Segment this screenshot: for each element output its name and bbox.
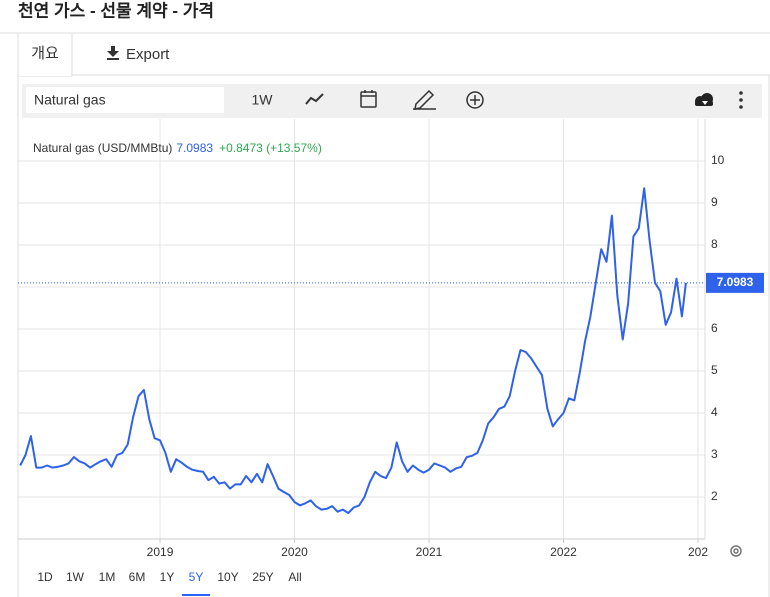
draw-icon[interactable] [413,89,436,110]
legend-name: Natural gas (USD/MMBtu) [33,141,172,155]
plot: 234567891020192020202120222027.0983Natur… [18,119,764,559]
y-tick-label: 3 [711,447,718,461]
legend-value: 7.0983 [176,141,213,155]
chart-type-icon[interactable] [305,93,324,105]
symbol[interactable]: Natural gas [34,92,106,108]
y-tick-label: 10 [711,153,725,167]
page-title: 천연 가스 - 선물 계약 - 가격 [18,0,214,20]
y-tick-label: 5 [711,363,718,377]
cloud-icon[interactable] [695,93,713,106]
series-line [19,187,687,514]
y-tick-label: 8 [711,237,718,251]
x-tick-label: 2021 [416,545,443,559]
tab[interactable]: 개요 [31,45,59,62]
range-button[interactable]: 1W [66,570,85,584]
download-icon [107,46,119,60]
y-tick-label: 6 [711,321,718,335]
legend: Natural gas (USD/MMBtu) 7.0983 +0.8473 (+1… [33,141,322,155]
x-tick-label: 202 [688,545,708,559]
last-value-box [706,272,764,293]
range-button[interactable]: 5Y [189,570,204,584]
range-button[interactable]: 1M [99,570,116,584]
last-value-label: 7.0983 [717,275,754,289]
add-icon[interactable] [466,91,484,109]
range-bar: 1D 1W 1M 6M 1Y 5Y 10Y 25Y All [37,570,302,596]
x-tick-label: 2020 [281,545,308,559]
x-tick-label: 2019 [147,545,174,559]
symbol-input[interactable] [26,87,224,113]
range-button[interactable]: 1Y [160,570,175,584]
y-tick-label: 2 [711,489,718,503]
range-button[interactable]: All [288,570,301,584]
range-button[interactable]: 6M [129,570,146,584]
range-button[interactable]: 1D [37,570,53,584]
interval[interactable]: 1W [252,92,274,108]
tab[interactable]: Export [126,46,170,63]
legend-change: +0.8473 (+13.57%) [219,141,322,155]
y-tick-label: 9 [711,195,718,209]
settings-icon[interactable] [730,545,742,557]
menu-icon[interactable] [739,91,743,109]
range-button[interactable]: 10Y [217,570,238,584]
calendar-icon[interactable] [360,90,377,108]
y-tick-label: 4 [711,405,718,419]
x-tick-label: 2022 [550,545,577,559]
range-button[interactable]: 25Y [252,570,273,584]
